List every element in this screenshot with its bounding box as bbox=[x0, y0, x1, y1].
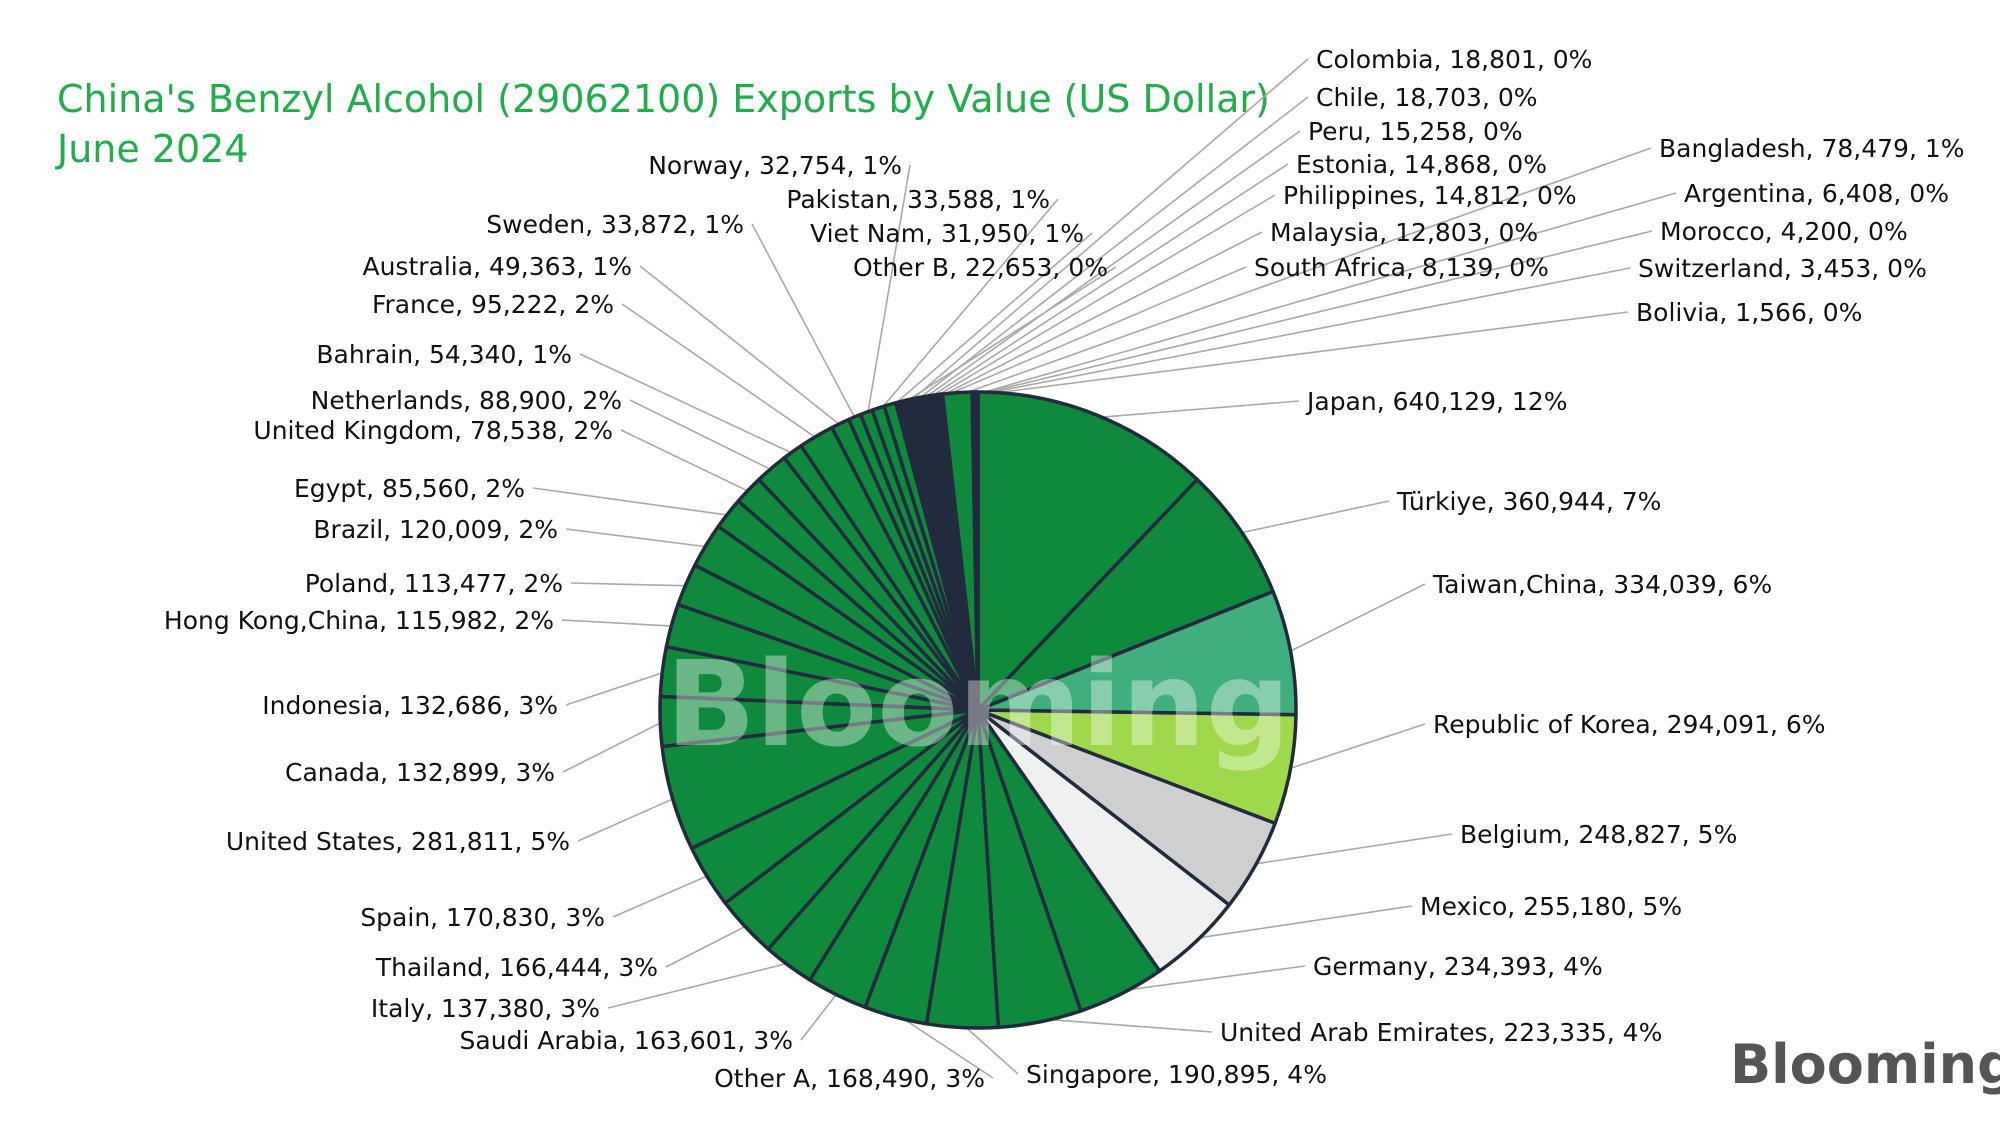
slice-label: United Kingdom, 78,538, 2% bbox=[253, 416, 613, 445]
slice-labels: Japan, 640,129, 12% Türkiye, 360,944, 7% T… bbox=[164, 45, 1965, 1093]
slice-label: Chile, 18,703, 0% bbox=[1316, 83, 1538, 112]
slice-label: Egypt, 85,560, 2% bbox=[294, 474, 525, 503]
slice-label: Malaysia, 12,803, 0% bbox=[1270, 218, 1538, 247]
leader-line bbox=[561, 619, 675, 627]
pie-slice bbox=[975, 390, 980, 712]
slice-label: Switzerland, 3,453, 0% bbox=[1638, 254, 1927, 283]
slice-label: Bolivia, 1,566, 0% bbox=[1636, 298, 1862, 327]
leader-line bbox=[751, 223, 857, 421]
slice-label: Mexico, 255,180, 5% bbox=[1420, 892, 1682, 921]
leader-line bbox=[1120, 965, 1306, 992]
slice-label: Australia, 49,363, 1% bbox=[362, 252, 632, 281]
leader-line bbox=[562, 720, 664, 773]
slice-label: Poland, 113,477, 2% bbox=[305, 569, 563, 598]
leader-line bbox=[961, 1023, 1019, 1075]
slice-label: Morocco, 4,200, 0% bbox=[1660, 217, 1908, 246]
leader-line bbox=[890, 232, 1093, 409]
slice-label: Spain, 170,830, 3% bbox=[360, 903, 605, 932]
slice-label: Hong Kong,China, 115,982, 2% bbox=[164, 606, 554, 635]
slice-label: Italy, 137,380, 3% bbox=[371, 994, 600, 1023]
slice-label: Bangladesh, 78,479, 1% bbox=[1659, 134, 1965, 163]
slice-label: Indonesia, 132,686, 3% bbox=[262, 691, 558, 720]
leader-line bbox=[1194, 905, 1413, 940]
pie-slice bbox=[976, 589, 1298, 717]
leader-line bbox=[926, 163, 1289, 401]
leader-line bbox=[1238, 500, 1390, 535]
leader-line bbox=[957, 147, 1652, 397]
leader-line bbox=[1252, 833, 1453, 866]
leader-line bbox=[1039, 1018, 1213, 1033]
leader-line bbox=[907, 58, 1309, 404]
leader-line bbox=[937, 231, 1263, 399]
leader-line bbox=[800, 991, 839, 1041]
slice-label: Germany, 234,393, 4% bbox=[1313, 952, 1603, 981]
leader-line bbox=[565, 671, 666, 706]
slice-label: United States, 281,811, 5% bbox=[226, 827, 570, 856]
leader-line bbox=[607, 961, 791, 1009]
leader-line bbox=[878, 198, 1059, 412]
leader-line bbox=[1286, 723, 1426, 771]
slice-label: France, 95,222, 2% bbox=[372, 290, 614, 319]
leader-line bbox=[914, 96, 1309, 403]
slice-label: Netherlands, 88,900, 2% bbox=[311, 386, 622, 415]
leader-line bbox=[941, 266, 1247, 399]
leader-line bbox=[900, 266, 1117, 406]
leader-line bbox=[579, 353, 795, 455]
slice-label: Saudi Arabia, 163,601, 3% bbox=[460, 1026, 793, 1055]
slice-label: Pakistan, 33,588, 1% bbox=[786, 185, 1050, 214]
leader-line bbox=[973, 192, 1677, 396]
slice-label: Taiwan,China, 334,039, 6% bbox=[1432, 570, 1772, 599]
slice-label: Sweden, 33,872, 1% bbox=[486, 210, 744, 239]
slice-label: Canada, 132,899, 3% bbox=[285, 758, 555, 787]
leader-line bbox=[977, 311, 1629, 396]
pie-slice bbox=[976, 390, 1199, 712]
leader-line bbox=[1287, 583, 1426, 654]
leader-line bbox=[629, 399, 774, 472]
slice-label: Japan, 640,129, 12% bbox=[1305, 387, 1567, 416]
slice-label: Bahrain, 54,340, 1% bbox=[316, 340, 572, 369]
leader-line bbox=[577, 796, 677, 842]
leader-lines bbox=[532, 58, 1677, 1079]
slice-label: Thailand, 166,444, 3% bbox=[375, 953, 658, 982]
slice-label: South Africa, 8,139, 0% bbox=[1254, 253, 1549, 282]
leader-line bbox=[976, 267, 1631, 396]
leader-line bbox=[895, 1013, 994, 1079]
slice-label: Brazil, 120,009, 2% bbox=[313, 515, 558, 544]
slice-label: Other A, 168,490, 3% bbox=[714, 1064, 985, 1093]
leader-line bbox=[866, 164, 911, 416]
leader-line bbox=[612, 874, 711, 918]
leader-line bbox=[620, 429, 751, 494]
leader-line bbox=[639, 265, 843, 427]
slice-label: Peru, 15,258, 0% bbox=[1308, 117, 1523, 146]
slice-label: Republic of Korea, 294,091, 6% bbox=[1433, 710, 1826, 739]
leader-line bbox=[621, 303, 819, 440]
pie-slices bbox=[658, 390, 1298, 1030]
slice-label: Singapore, 190,895, 4% bbox=[1026, 1060, 1327, 1089]
leader-line bbox=[570, 582, 689, 587]
pie-slice bbox=[976, 477, 1275, 712]
brand-logo: Blooming bbox=[1730, 1033, 2000, 1096]
chart-subtitle: June 2024 bbox=[55, 127, 249, 171]
slice-label: Colombia, 18,801, 0% bbox=[1316, 45, 1592, 74]
slice-label: Viet Nam, 31,950, 1% bbox=[810, 219, 1084, 248]
leader-line bbox=[565, 528, 709, 548]
slice-label: Belgium, 248,827, 5% bbox=[1460, 820, 1737, 849]
slice-label: United Arab Emirates, 223,335, 4% bbox=[1220, 1018, 1662, 1047]
slice-label: Philippines, 14,812, 0% bbox=[1283, 181, 1577, 210]
leader-line bbox=[931, 194, 1276, 400]
slice-label: Türkiye, 360,944, 7% bbox=[1396, 487, 1661, 516]
leader-line bbox=[532, 487, 731, 517]
slice-label: Other B, 22,653, 0% bbox=[853, 253, 1108, 282]
leader-line bbox=[665, 924, 749, 968]
watermark-text: Blooming bbox=[666, 635, 1290, 773]
slice-label: Argentina, 6,408, 0% bbox=[1684, 179, 1949, 208]
slice-label: Norway, 32,754, 1% bbox=[648, 151, 902, 180]
leader-line bbox=[975, 230, 1653, 396]
slice-label: Estonia, 14,868, 0% bbox=[1296, 150, 1547, 179]
leader-line bbox=[1094, 400, 1300, 419]
leader-line bbox=[920, 130, 1301, 401]
chart-title: China's Benzyl Alcohol (29062100) Export… bbox=[57, 77, 1270, 121]
